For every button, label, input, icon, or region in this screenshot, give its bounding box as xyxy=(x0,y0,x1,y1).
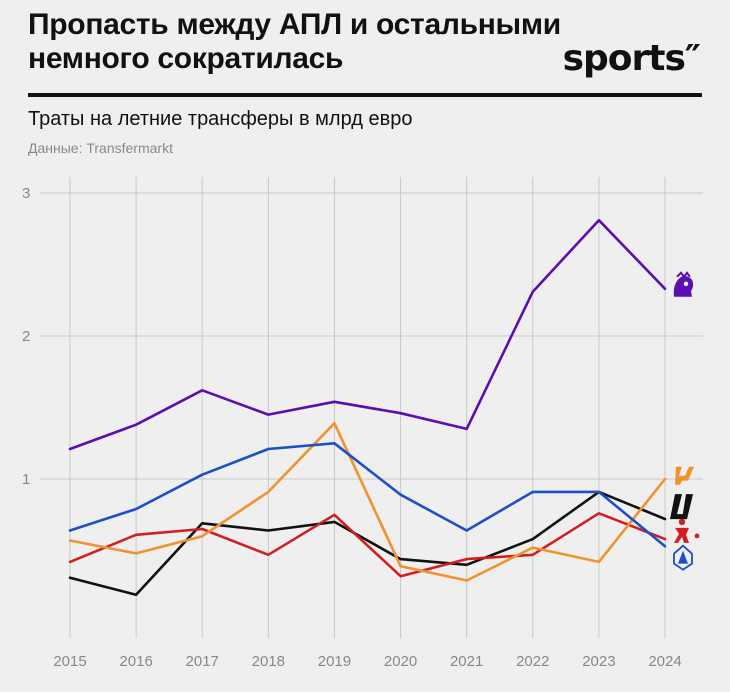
laliga-icon xyxy=(675,466,694,485)
x-tick-label: 2021 xyxy=(450,653,483,670)
serie-a-icon xyxy=(673,544,693,571)
x-tick-label: 2018 xyxy=(252,653,285,670)
y-tick-label: 3 xyxy=(22,185,30,202)
x-tick-label: 2015 xyxy=(53,653,86,670)
data-source: Данные: Transfermarkt xyxy=(28,140,173,156)
x-tick-label: 2023 xyxy=(582,653,615,670)
y-tick-label: 1 xyxy=(22,471,30,488)
x-tick-label: 2016 xyxy=(119,653,152,670)
x-tick-label: 2024 xyxy=(648,653,681,670)
x-tick-label: 2020 xyxy=(384,653,417,670)
chart-series-lines xyxy=(68,218,667,597)
x-axis-ticks: 2015 2016 2017 2018 2019 2020 2021 2022 2023 2024 xyxy=(53,653,681,670)
page-title: Пропасть между АПЛ и остальными немного … xyxy=(28,8,588,76)
x-tick-label: 2019 xyxy=(318,653,351,670)
header-divider xyxy=(28,93,702,97)
sports-logo: sports″ xyxy=(562,38,701,79)
y-tick-label: 2 xyxy=(22,328,30,345)
series-line xyxy=(68,511,667,578)
ligue-1-icon xyxy=(670,494,693,520)
x-tick-label: 2017 xyxy=(186,653,219,670)
title-line-2: немного сократилась xyxy=(28,42,344,75)
series-line xyxy=(68,490,667,597)
series-line xyxy=(68,421,667,582)
series-line xyxy=(68,441,667,548)
chart-subtitle: Траты на летние трансферы в млрд евро xyxy=(28,108,413,130)
series-line xyxy=(68,218,667,451)
league-icons xyxy=(670,271,700,571)
premier-league-lion-icon xyxy=(673,271,694,297)
x-tick-label: 2022 xyxy=(516,653,549,670)
title-line-1: Пропасть между АПЛ и остальными xyxy=(28,8,561,41)
bundesliga-icon xyxy=(674,518,700,543)
